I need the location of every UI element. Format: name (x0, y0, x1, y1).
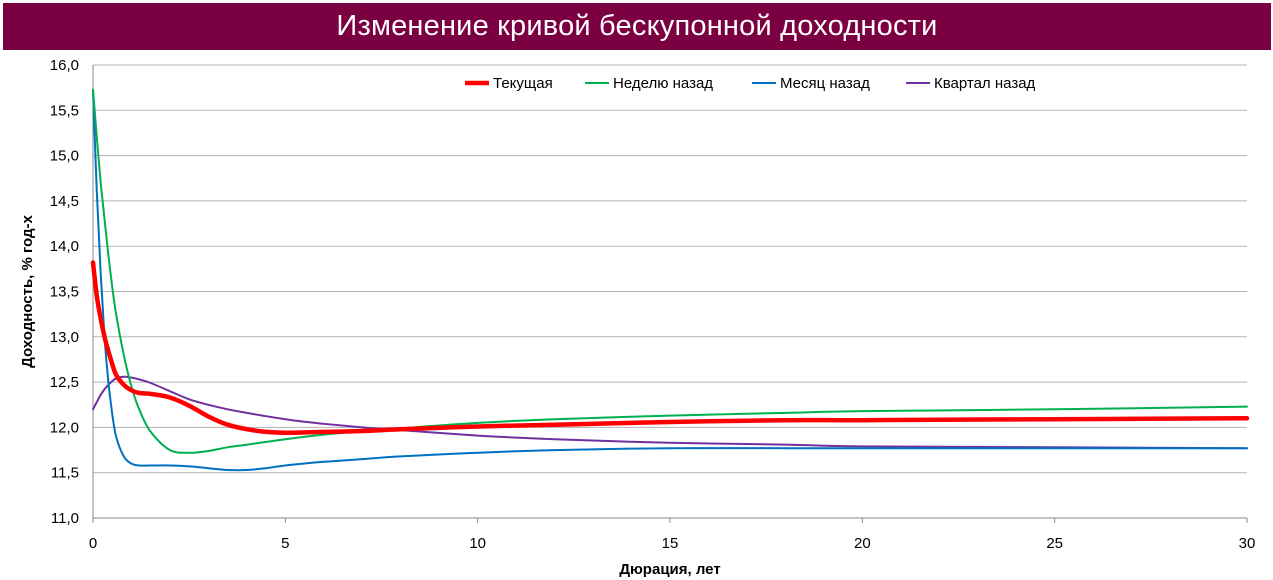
series-line-3 (92, 89, 1248, 472)
x-tick-label: 30 (1239, 535, 1256, 552)
legend: Текущая Неделю назад Месяц назад Квартал на… (465, 75, 1036, 92)
y-tick-label: 14,0 (50, 238, 79, 255)
series-lines (90, 88, 1250, 472)
y-tick-label: 15,5 (50, 102, 79, 119)
y-tick-label: 11,0 (51, 510, 79, 527)
y-axis-title: Доходность, % год-х (19, 214, 36, 367)
x-tick-label: 0 (89, 535, 97, 552)
y-tick-label: 13,5 (50, 284, 79, 301)
y-tick-label: 12,5 (50, 374, 79, 391)
tick-labels: 11,0 11,5 12,0 12,5 13,0 13,5 14,0 14,5 15,0 15,5… (50, 57, 1256, 552)
x-tick-label: 25 (1046, 535, 1063, 552)
gridlines (92, 64, 1248, 523)
series-line-4 (92, 375, 1248, 450)
y-tick-label: 15,0 (50, 148, 79, 165)
legend-label: Месяц назад (780, 75, 870, 92)
x-axis-title: Дюрация, лет (619, 561, 720, 578)
y-tick-label: 12,0 (50, 419, 79, 436)
x-tick-label: 10 (469, 535, 486, 552)
legend-label: Квартал назад (934, 75, 1036, 92)
series-line-2 (92, 88, 1248, 454)
chart-title: Изменение кривой бескупонной доходности (3, 3, 1271, 50)
series-line-1 (90, 260, 1250, 436)
axes (92, 65, 1247, 519)
legend-label: Неделю назад (613, 75, 713, 92)
y-tick-label: 13,0 (50, 329, 79, 346)
y-tick-label: 14,5 (50, 193, 79, 210)
x-tick-label: 15 (662, 535, 679, 552)
x-tick-label: 5 (281, 535, 289, 552)
y-tick-label: 16,0 (50, 57, 79, 74)
y-tick-label: 11,5 (51, 465, 79, 482)
legend-label: Текущая (493, 75, 553, 92)
x-tick-label: 20 (854, 535, 871, 552)
